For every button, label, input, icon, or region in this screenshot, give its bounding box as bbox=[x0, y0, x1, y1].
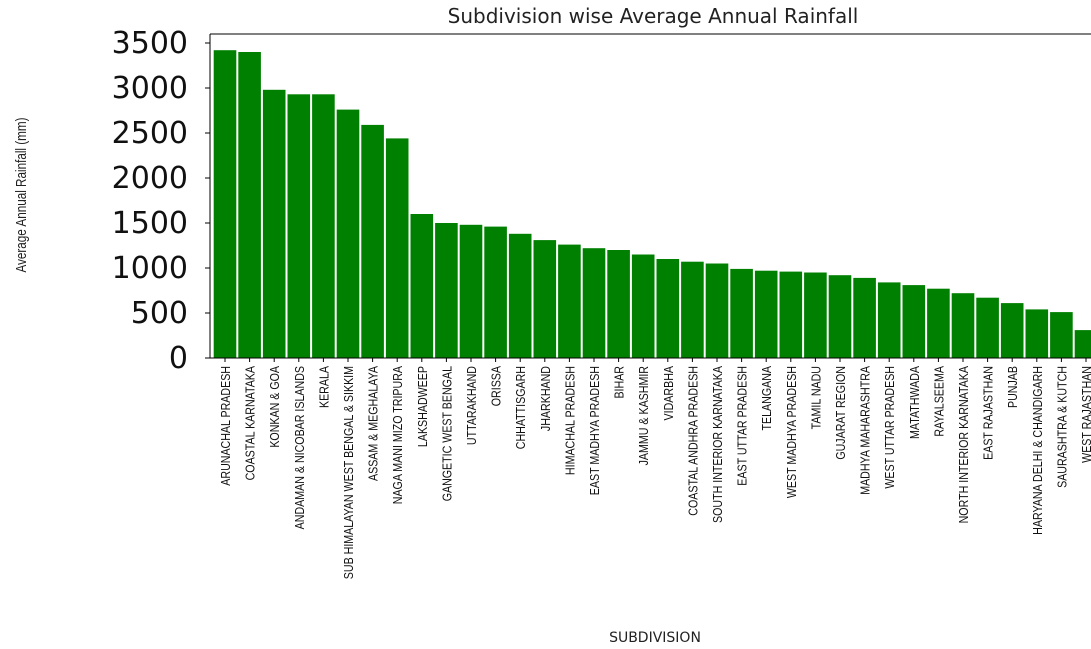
bar bbox=[262, 89, 286, 359]
x-tick-label: CHHATTISGARH bbox=[513, 366, 528, 449]
bar bbox=[681, 261, 704, 358]
bar bbox=[902, 285, 926, 358]
x-tick-label: NORTH INTERIOR KARNATAKA bbox=[956, 366, 971, 523]
x-tick-label: HIMACHAL PRADESH bbox=[562, 366, 577, 475]
bar bbox=[1050, 312, 1073, 358]
y-ticks-group: 0 500 1000 1500 2000 2500 3000 3500 bbox=[112, 26, 210, 376]
x-tick-label: UTTARAKHAND bbox=[464, 366, 479, 445]
bar bbox=[828, 275, 852, 358]
x-tick-label: NAGA MANI MIZO TRIPURA bbox=[390, 366, 405, 504]
bar bbox=[631, 254, 655, 358]
bar bbox=[385, 138, 409, 358]
y-tick-label: 1500 bbox=[112, 206, 188, 241]
x-tick-label: ARUNACHAL PRADESH bbox=[218, 366, 233, 486]
x-tick-label: LAKSHADWEEP bbox=[415, 366, 430, 447]
bar bbox=[754, 270, 778, 358]
x-tick-label: EAST MADHYA PRADESH bbox=[587, 366, 602, 495]
x-axis-label: SUBDIVISION bbox=[609, 630, 701, 646]
bar bbox=[558, 244, 581, 358]
bar bbox=[927, 288, 950, 358]
x-ticks-group: ARUNACHAL PRADESH COASTAL KARNATAKA KONKAN… bbox=[218, 358, 1091, 579]
bar bbox=[730, 268, 753, 358]
y-tick-label: 1000 bbox=[112, 251, 188, 286]
x-tick-label: ORISSA bbox=[489, 366, 504, 406]
x-tick-label: JHARKHAND bbox=[538, 366, 553, 431]
x-tick-label: TAMIL NADU bbox=[808, 366, 823, 429]
x-tick-label: GANGETIC WEST BENGAL bbox=[439, 366, 454, 502]
bar bbox=[705, 263, 729, 358]
y-tick-label: 3000 bbox=[112, 71, 188, 106]
x-tick-label: WEST MADHYA PRADESH bbox=[784, 366, 799, 498]
x-tick-label: COASTAL ANDHRA PRADESH bbox=[685, 366, 700, 516]
x-tick-label: ANDAMAN & NICOBAR ISLANDS bbox=[292, 366, 307, 529]
y-tick-label: 2500 bbox=[112, 116, 188, 151]
x-tick-label: SAURASHTRA & KUTCH bbox=[1054, 366, 1069, 488]
bars-group bbox=[213, 50, 1091, 359]
x-tick-label: GUJARAT REGION bbox=[833, 366, 848, 460]
bar bbox=[213, 50, 237, 358]
bar bbox=[410, 214, 434, 358]
y-tick-label: 3500 bbox=[112, 26, 188, 61]
x-tick-label: ASSAM & MEGHALAYA bbox=[366, 366, 381, 481]
bar bbox=[312, 94, 335, 359]
bar bbox=[336, 109, 360, 358]
bar bbox=[853, 277, 876, 358]
bar bbox=[1000, 303, 1024, 358]
x-tick-label: EAST UTTAR PRADESH bbox=[735, 366, 750, 486]
bar bbox=[287, 94, 311, 359]
x-tick-label: KONKAN & GOA bbox=[267, 366, 282, 448]
bar bbox=[238, 52, 261, 358]
x-tick-label: SOUTH INTERIOR KARNATAKA bbox=[710, 366, 725, 523]
x-tick-label: PUNJAB bbox=[1005, 366, 1020, 408]
bar bbox=[435, 223, 458, 358]
x-tick-label: BIHAR bbox=[612, 366, 627, 399]
bar bbox=[976, 297, 999, 358]
bar bbox=[484, 226, 507, 358]
x-tick-label: VIDARBHA bbox=[661, 366, 676, 421]
x-tick-label: KERALA bbox=[316, 366, 331, 408]
bar bbox=[1025, 309, 1049, 358]
x-tick-label: SUB HIMALAYAN WEST BENGAL & SIKKIM bbox=[341, 366, 356, 579]
bar bbox=[779, 271, 803, 358]
y-tick-label: 0 bbox=[169, 341, 188, 376]
bar bbox=[607, 250, 630, 358]
bar bbox=[877, 282, 901, 358]
x-tick-label: EAST RAJASTHAN bbox=[981, 366, 996, 460]
y-axis-label: Average Annual Rainfall (mm) bbox=[13, 117, 30, 272]
bar bbox=[951, 293, 975, 358]
y-tick-label: 500 bbox=[131, 296, 188, 331]
bar bbox=[361, 124, 384, 359]
bar bbox=[804, 272, 827, 358]
chart-title: Subdivision wise Average Annual Rainfall bbox=[448, 4, 859, 28]
x-tick-label: TELANGANA bbox=[759, 366, 774, 431]
x-tick-label: MATATHWADA bbox=[907, 366, 922, 439]
bar bbox=[656, 259, 680, 358]
x-tick-label: COASTAL KARNATAKA bbox=[243, 366, 258, 480]
x-tick-label: MADHYA MAHARASHTRA bbox=[858, 366, 873, 495]
x-tick-label: WEST UTTAR PRADESH bbox=[882, 366, 897, 489]
x-tick-label: WEST RAJASTHAN bbox=[1079, 366, 1091, 463]
bar bbox=[1074, 330, 1091, 358]
bar bbox=[533, 240, 557, 358]
bar bbox=[459, 224, 483, 358]
bar bbox=[508, 233, 532, 358]
x-tick-label: HARYANA DELHI & CHANDIGARH bbox=[1030, 366, 1045, 535]
x-tick-label: JAMMU & KASHMIR bbox=[636, 366, 651, 466]
x-tick-label: RAYALSEEMA bbox=[931, 366, 946, 437]
y-tick-label: 2000 bbox=[112, 161, 188, 196]
bar bbox=[582, 248, 606, 358]
